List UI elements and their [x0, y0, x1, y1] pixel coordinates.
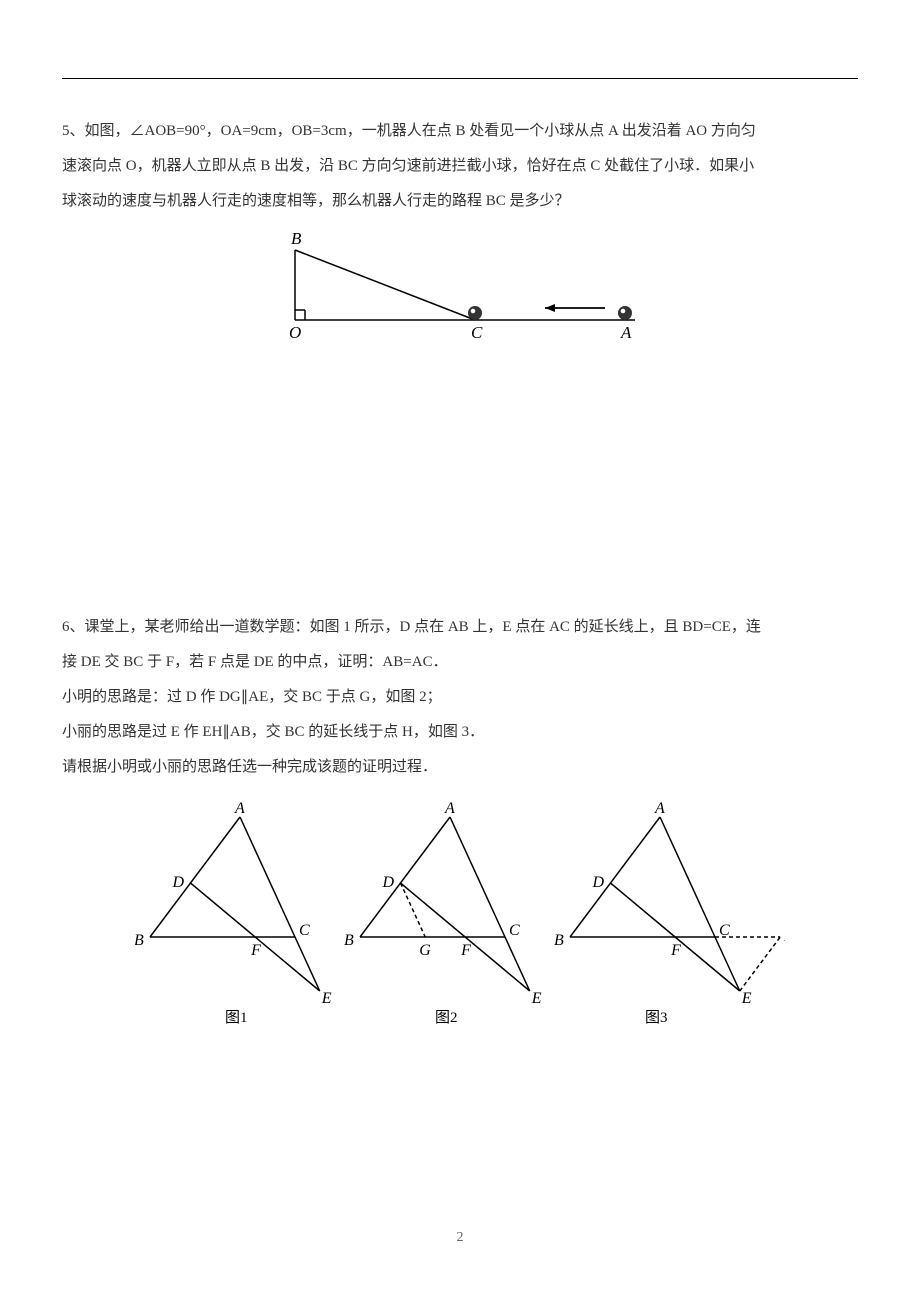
svg-text:图2: 图2 [435, 1009, 458, 1026]
svg-text:E: E [321, 990, 332, 1007]
svg-text:G: G [419, 942, 431, 959]
problem-5-line-2: 速滚向点 O，机器人立即从点 B 出发，沿 BC 方向匀速前进拦截小球，恰好在点… [62, 150, 858, 183]
problem-6-line-1: 6、课堂上，某老师给出一道数学题：如图 1 所示，D 点在 AB 上，E 点在 … [62, 611, 858, 644]
problem-5-text: 5、如图，∠AOB=90°，OA=9cm，OB=3cm，一机器人在点 B 处看见… [62, 115, 858, 218]
svg-text:C: C [299, 922, 310, 939]
svg-text:B: B [344, 932, 354, 949]
page-top-rule [62, 78, 858, 79]
whitespace-gap [62, 371, 858, 611]
svg-text:F: F [670, 942, 681, 959]
svg-text:F: F [250, 942, 261, 959]
svg-text:A: A [234, 802, 245, 817]
svg-text:A: A [620, 323, 632, 342]
triangle-diagrams: ABCDEF图1ABCDEFG图2ABCDEFH图3 [135, 802, 785, 1032]
svg-text:B: B [554, 932, 564, 949]
svg-text:A: A [654, 802, 665, 817]
svg-text:D: D [592, 874, 605, 891]
svg-text:C: C [471, 323, 483, 342]
problem-6-line-2: 接 DE 交 BC 于 F，若 F 点是 DE 的中点，证明：AB=AC． [62, 646, 858, 679]
robot-ball-diagram: B O C A [275, 228, 645, 348]
problem-6-line-3: 小明的思路是：过 D 作 DG∥AE，交 BC 于点 G，如图 2； [62, 681, 858, 714]
svg-text:O: O [289, 323, 301, 342]
svg-text:B: B [135, 932, 144, 949]
svg-text:H: H [783, 928, 785, 945]
svg-text:图3: 图3 [645, 1009, 668, 1026]
svg-text:B: B [291, 229, 302, 248]
problem-6-text: 6、课堂上，某老师给出一道数学题：如图 1 所示，D 点在 AB 上，E 点在 … [62, 611, 858, 784]
svg-text:D: D [172, 874, 185, 891]
content-area: 5、如图，∠AOB=90°，OA=9cm，OB=3cm，一机器人在点 B 处看见… [62, 115, 858, 1055]
problem-5-line-1: 5、如图，∠AOB=90°，OA=9cm，OB=3cm，一机器人在点 B 处看见… [62, 115, 858, 148]
svg-text:图1: 图1 [225, 1009, 248, 1026]
problem-6-line-4: 小丽的思路是过 E 作 EH∥AB，交 BC 的延长线于点 H，如图 3． [62, 716, 858, 749]
problem-5-figure: B O C A [62, 228, 858, 361]
svg-text:C: C [509, 922, 520, 939]
svg-text:E: E [741, 990, 752, 1007]
problem-6-figures: ABCDEF图1ABCDEFG图2ABCDEFH图3 [62, 802, 858, 1045]
problem-5-line-3: 球滚动的速度与机器人行走的速度相等，那么机器人行走的路程 BC 是多少？ [62, 185, 858, 218]
svg-text:F: F [460, 942, 471, 959]
page-number: 2 [0, 1230, 920, 1246]
svg-text:E: E [531, 990, 542, 1007]
svg-text:D: D [382, 874, 395, 891]
problem-6-line-5: 请根据小明或小丽的思路任选一种完成该题的证明过程． [62, 751, 858, 784]
svg-text:A: A [444, 802, 455, 817]
